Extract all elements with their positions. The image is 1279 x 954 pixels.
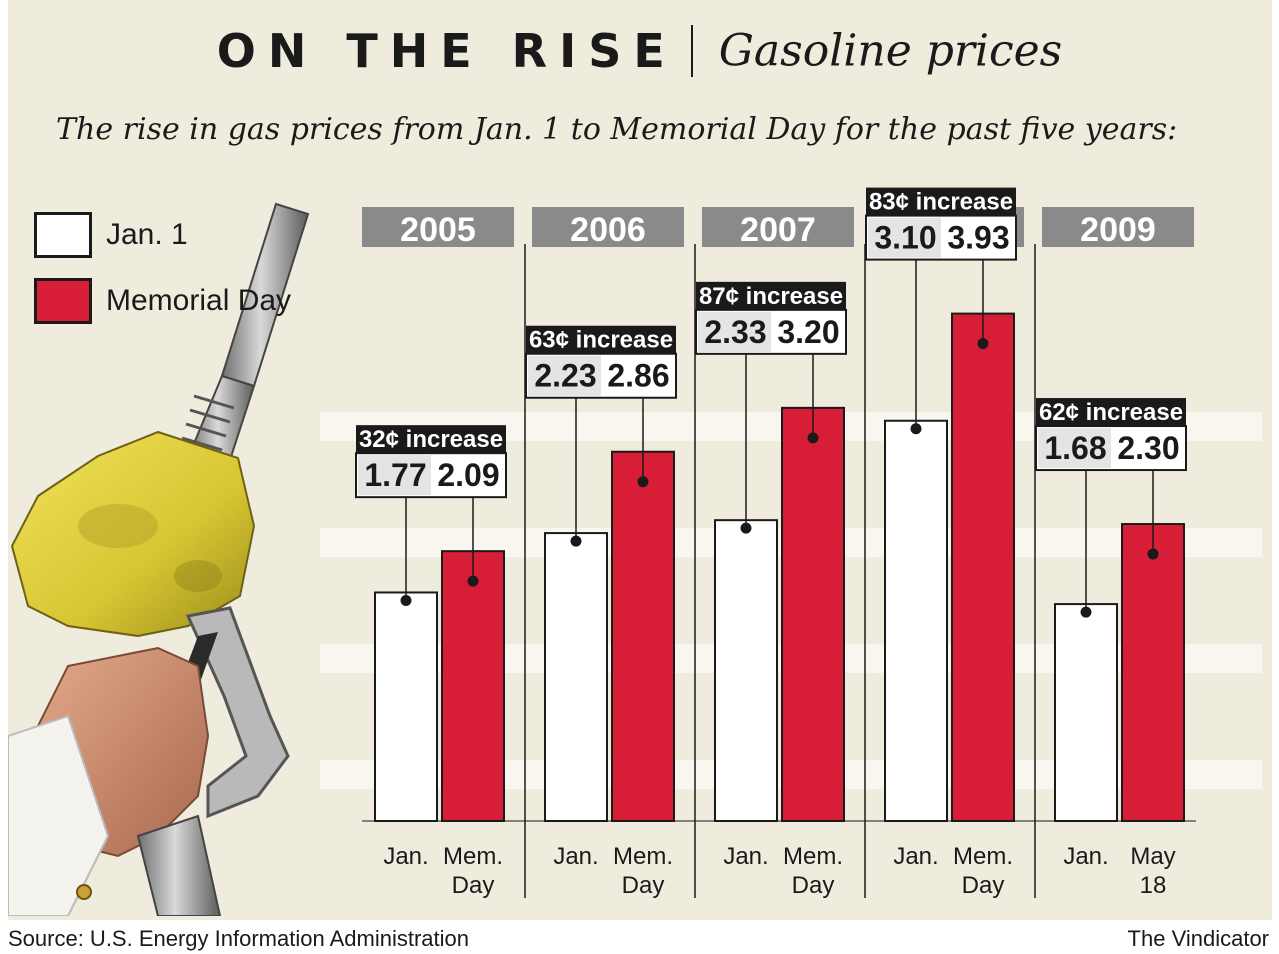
tick-label-jan: Jan.	[1063, 843, 1108, 870]
tick-label-memorial-line2: Day	[962, 872, 1005, 899]
increase-label-box	[1036, 398, 1186, 427]
bar-jan	[374, 591, 438, 822]
tick-label-jan: Jan.	[383, 843, 428, 870]
bar-jan	[714, 519, 778, 822]
tick-label-memorial: Mem.	[783, 843, 843, 870]
value-label-memorial: 3.93	[947, 220, 1009, 256]
value-label-jan: 2.23	[534, 358, 596, 394]
gas-pump-nozzle-illustration	[8, 202, 310, 916]
data-point-memorial	[637, 476, 649, 488]
legend-label-memorial: Memorial Day	[106, 284, 292, 317]
title-divider	[690, 25, 693, 77]
tick-label-memorial: Mem.	[613, 843, 673, 870]
year-label: 2009	[1080, 211, 1156, 249]
increase-label-box	[356, 425, 506, 454]
tick-label-memorial-line2: Day	[622, 872, 665, 899]
legend-label-jan: Jan. 1	[106, 218, 188, 251]
bar-jan	[884, 419, 948, 822]
bar-memorial	[781, 406, 845, 822]
increase-label: 87¢ increase	[699, 283, 843, 310]
year-label: 2006	[570, 211, 646, 249]
hose-base	[136, 814, 222, 916]
data-point-jan	[910, 423, 922, 435]
chart-subtitle-italic: Gasoline prices	[718, 25, 1063, 77]
bar-memorial	[441, 550, 505, 822]
tick-label-memorial-line2: 18	[1140, 872, 1167, 899]
value-label-memorial: 2.30	[1117, 430, 1179, 466]
value-label-memorial: 2.09	[437, 457, 499, 493]
hand	[8, 646, 210, 916]
tick-label-jan: Jan.	[723, 843, 768, 870]
bar-memorial	[1121, 523, 1185, 822]
legend-swatch-memorial	[34, 278, 92, 324]
tick-label-memorial-line2: Day	[792, 872, 835, 899]
value-label-jan: 1.77	[364, 457, 426, 493]
data-point-jan	[400, 594, 412, 606]
increase-label: 62¢ increase	[1039, 399, 1183, 426]
data-point-memorial	[467, 575, 479, 587]
year-header-bar	[1042, 207, 1194, 247]
source-note: Source: U.S. Energy Information Administ…	[8, 926, 469, 951]
tick-label-memorial: May	[1130, 843, 1175, 870]
data-point-memorial	[1147, 548, 1159, 560]
value-label-memorial: 2.86	[607, 358, 669, 394]
value-cell-jan	[1038, 428, 1111, 469]
value-label-jan: 3.10	[874, 220, 936, 256]
value-cell-jan	[868, 217, 941, 258]
bar-jan	[1054, 603, 1118, 822]
value-cell-jan	[358, 455, 431, 496]
legend-swatch-jan	[34, 212, 92, 258]
increase-label: 32¢ increase	[359, 426, 503, 453]
data-point-jan	[740, 522, 752, 534]
nozzle-spout	[181, 202, 310, 468]
tick-label-memorial: Mem.	[953, 843, 1013, 870]
publisher-credit: The Vindicator	[1127, 926, 1269, 951]
title-block: ON THE RISE Gasoline prices	[0, 24, 1279, 78]
nozzle-yellow-handle	[10, 430, 256, 638]
data-point-jan	[570, 535, 582, 547]
data-point-memorial	[977, 338, 989, 350]
increase-label-box	[696, 281, 846, 310]
chart-title: ON THE RISE	[216, 24, 677, 78]
increase-label-box	[526, 325, 676, 354]
tick-label-memorial: Mem.	[443, 843, 503, 870]
year-label: 2005	[400, 211, 476, 249]
year-label: 2007	[740, 211, 816, 249]
increase-label: 63¢ increase	[529, 327, 673, 354]
bar-memorial	[951, 312, 1015, 822]
bar-jan	[544, 532, 608, 822]
tick-label-jan: Jan.	[553, 843, 598, 870]
increase-label-box	[866, 187, 1016, 216]
value-label-jan: 1.68	[1044, 430, 1106, 466]
bar-memorial	[611, 450, 675, 822]
increase-label: 83¢ increase	[869, 189, 1013, 216]
value-label-memorial: 3.20	[777, 314, 839, 350]
data-point-memorial	[807, 432, 819, 444]
value-label-jan: 2.33	[704, 314, 766, 350]
tick-label-jan: Jan.	[893, 843, 938, 870]
value-cell-jan	[528, 355, 601, 396]
tick-label-memorial-line2: Day	[452, 872, 495, 899]
value-cell-jan	[698, 311, 771, 352]
chart-description: The rise in gas prices from Jan. 1 to Me…	[56, 112, 1178, 147]
data-point-jan	[1080, 606, 1092, 618]
year-header-bar	[362, 207, 514, 247]
year-header-bar	[532, 207, 684, 247]
year-header-bar	[702, 207, 854, 247]
